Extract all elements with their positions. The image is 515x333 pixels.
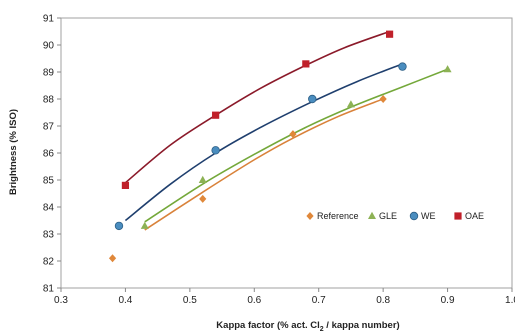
x-tick-label: 0.6 <box>247 295 261 306</box>
x-tick-label: 0.7 <box>312 295 326 306</box>
legend-label-reference: Reference <box>317 211 359 221</box>
y-tick-label: 86 <box>43 149 55 160</box>
data-point-oae <box>212 111 220 119</box>
data-point-gle <box>346 100 355 108</box>
trendline-gle <box>144 68 448 223</box>
data-point-gle <box>198 175 207 183</box>
x-tick-label: 0.3 <box>54 295 68 306</box>
data-point-reference <box>108 254 117 263</box>
x-axis-title: Kappa factor (% act. Cl2 / kappa number) <box>216 320 399 333</box>
data-point-reference <box>289 130 297 139</box>
y-tick-label: 82 <box>43 257 55 268</box>
y-tick-label: 83 <box>43 230 55 241</box>
legend-marker-gle <box>368 211 376 219</box>
legend-marker-reference <box>306 212 314 220</box>
legend-label-gle: GLE <box>379 211 397 221</box>
trendline-reference <box>144 98 384 231</box>
y-axis-title: Brightness (% ISO) <box>8 109 19 195</box>
legend-label-we: WE <box>421 211 436 221</box>
data-point-we <box>114 221 124 231</box>
data-point-we <box>308 94 317 104</box>
data-point-reference <box>199 194 207 203</box>
data-point-gle <box>140 221 149 229</box>
y-tick-label: 85 <box>43 176 55 187</box>
data-point-we <box>398 62 407 71</box>
y-tick-label: 89 <box>43 68 55 79</box>
trendlines <box>124 30 448 231</box>
y-tick-label: 84 <box>43 203 55 214</box>
plot-area <box>60 17 513 289</box>
data-point-oae <box>302 60 310 68</box>
x-axis: 0.3 0.4 0.5 0.6 0.7 0.8 0.9 1.0 <box>54 288 515 306</box>
x-tick-label: 0.8 <box>376 295 390 306</box>
y-tick-label: 87 <box>43 122 55 133</box>
plot-frame <box>60 17 513 289</box>
trendline-oae <box>124 30 390 184</box>
data-point-reference <box>379 95 387 103</box>
legend-marker-we <box>409 211 419 221</box>
data-point-oae <box>385 30 394 38</box>
data-point-we <box>211 146 220 155</box>
data-point-oae <box>121 181 130 189</box>
y-tick-label: 90 <box>43 41 55 52</box>
data-point-gle <box>443 65 452 73</box>
x-tick-label: 0.4 <box>118 295 132 306</box>
y-axis: 81 82 83 84 85 86 87 88 89 90 91 <box>43 14 61 295</box>
y-tick-label: 88 <box>43 95 55 106</box>
data-markers <box>108 30 452 263</box>
x-tick-label: 1.0 <box>505 295 515 306</box>
x-tick-label: 0.9 <box>441 295 455 306</box>
trendline-we <box>124 63 403 222</box>
legend: Reference GLE WE OAE <box>306 211 484 221</box>
legend-label-oae: OAE <box>465 211 484 221</box>
legend-marker-oae <box>454 212 462 220</box>
x-tick-label: 0.5 <box>183 295 197 306</box>
y-tick-label: 91 <box>43 14 55 25</box>
y-tick-label: 81 <box>43 284 55 295</box>
